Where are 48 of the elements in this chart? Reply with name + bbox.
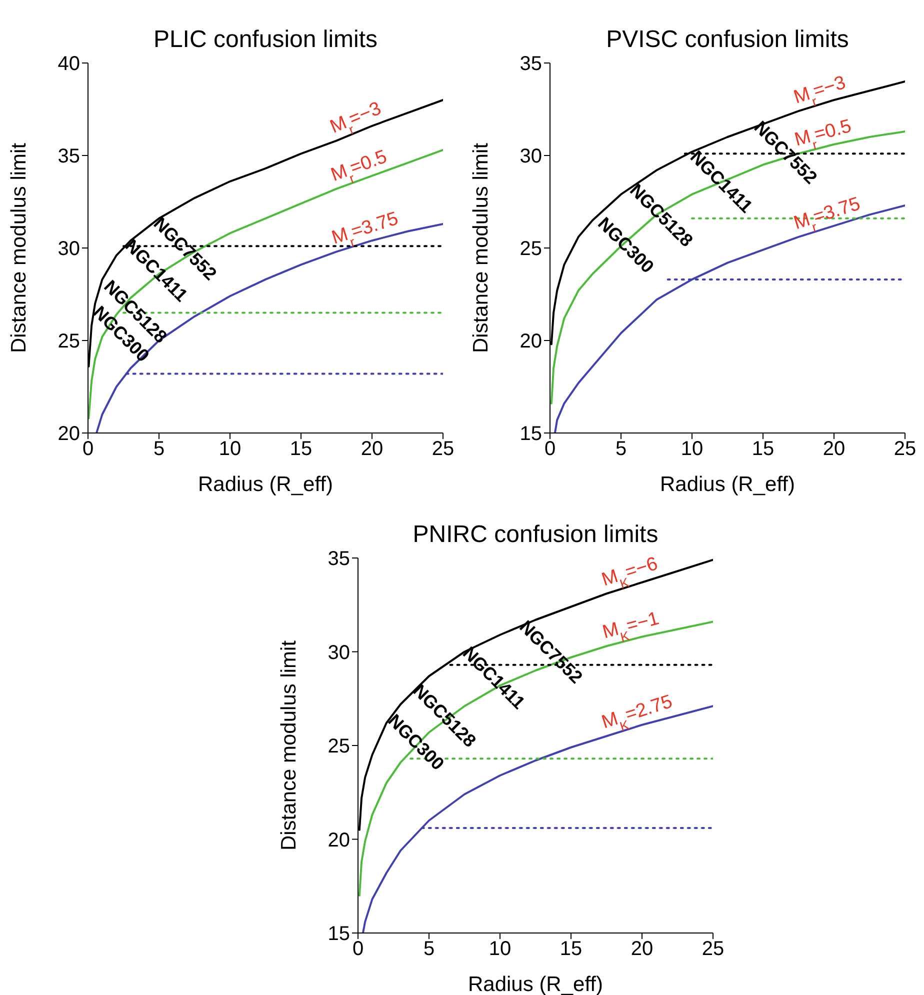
x-tick-label: 5 [615,438,627,460]
x-tick-label: 15 [290,438,312,460]
y-tick-label: 15 [520,423,542,446]
y-tick-label: 35 [58,146,80,168]
x-axis-title: Radius (R_eff) [468,973,604,995]
y-tick-label: 35 [520,53,542,76]
chart-title: PVISC confusion limits [605,26,850,54]
y-tick-label: 30 [328,642,350,664]
x-tick-label: 5 [153,438,165,460]
x-tick-label: 10 [218,438,242,460]
x-tick-label: 0 [352,938,364,960]
x-tick-label: 10 [488,938,512,960]
y-tick-label: 30 [520,146,542,168]
y-tick-label: 35 [328,548,350,570]
y-tick-label: 20 [58,423,80,446]
text: M$_{K}$=2.75 [599,691,675,734]
x-tick-label: 10 [680,438,704,460]
x-tick-label: 0 [544,438,556,460]
y-axis-title: Distance modulus limit [469,142,492,354]
x-tick-label: 25 [432,438,454,460]
y-tick-label: 20 [328,829,350,852]
y-tick-label: 25 [520,238,542,260]
chart-title: PNIRC confusion limits [412,521,660,549]
x-tick-label: 20 [822,438,846,460]
x-tick-label: 0 [82,438,94,460]
x-axis-title: Radius (R_eff) [198,473,334,496]
x-tick-label: 15 [752,438,774,460]
y-tick-label: 15 [328,923,350,946]
y-tick-label: 25 [328,736,350,758]
y-axis-title: Distance modulus limit [7,142,30,354]
text: M$_{r}$=−3 [791,72,848,109]
y-tick-label: 40 [58,53,80,76]
y-tick-label: 20 [520,330,542,353]
x-axis-title: Radius (R_eff) [660,473,796,496]
x-tick-label: 5 [423,938,435,960]
text: M$_{K}$=−1 [600,608,662,644]
chart-title: PLIC confusion limits [152,26,379,54]
x-tick-label: 15 [560,938,582,960]
text: M$_{K}$=−6 [599,553,660,592]
y-axis-title: Distance modulus limit [277,640,300,851]
x-tick-label: 20 [630,938,654,960]
x-tick-label: 25 [702,938,724,960]
y-tick-label: 25 [58,330,80,353]
text: M$_{r}$=3.75 [329,208,401,250]
y-tick-label: 30 [58,238,80,260]
x-tick-label: 25 [894,438,916,460]
x-tick-label: 20 [360,438,384,460]
text: M$_{r}$=3.75 [791,194,863,235]
